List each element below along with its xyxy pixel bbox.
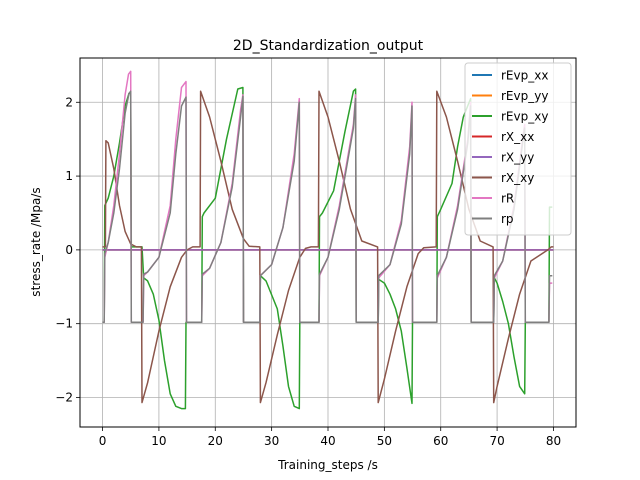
x-tick-label: 80 (546, 434, 561, 448)
x-tick-label: 30 (264, 434, 279, 448)
x-tick-label: 20 (208, 434, 223, 448)
y-tick-label: −2 (55, 390, 73, 404)
legend-label: rEvp_xx (501, 69, 548, 83)
y-axis-label: stress_rate /Mpa/s (29, 187, 43, 296)
y-tick-label: 1 (65, 169, 73, 183)
x-tick-label: 0 (99, 434, 107, 448)
axis-ticks: 0 10 20 30 40 50 60 70 80 −2 −1 0 1 2 (55, 95, 561, 448)
legend-label: rEvp_yy (501, 89, 548, 103)
x-axis-label: Training_steps /s (277, 458, 378, 472)
legend-box (464, 62, 572, 236)
x-tick-label: 70 (489, 434, 504, 448)
legend-label: rR (501, 192, 514, 206)
legend-label: rX_xx (501, 130, 534, 144)
y-tick-label: 0 (65, 243, 73, 257)
y-tick-label: −1 (55, 317, 73, 331)
y-tick-label: 2 (65, 95, 73, 109)
x-tick-label: 10 (151, 434, 166, 448)
legend-label: rX_yy (501, 151, 534, 165)
chart-title: 2D_Standardization_output (233, 38, 424, 54)
legend-label: rEvp_xy (501, 110, 548, 124)
x-tick-label: 40 (320, 434, 335, 448)
legend: rEvp_xx rEvp_yy rEvp_xy rX_xx rX_yy rX_xy rR rp (464, 62, 572, 236)
legend-label: rX_xy (501, 171, 534, 185)
x-tick-label: 50 (377, 434, 392, 448)
legend-label: rp (501, 212, 514, 226)
x-tick-label: 60 (433, 434, 448, 448)
